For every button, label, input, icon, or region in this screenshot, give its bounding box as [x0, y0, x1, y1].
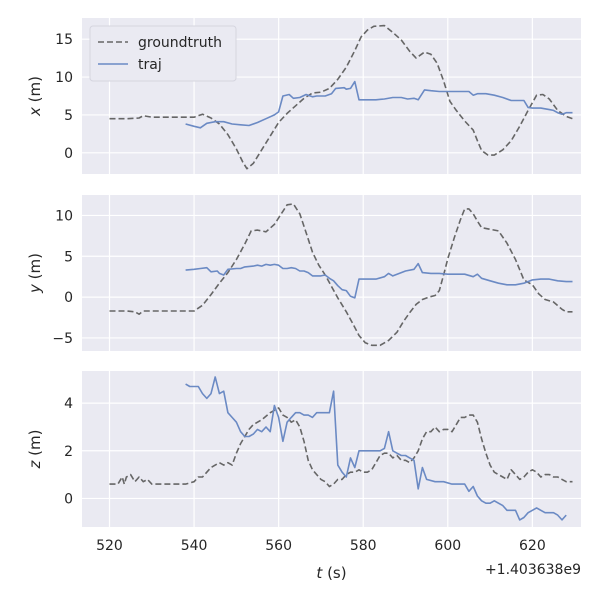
y-tick-label: 10 — [55, 70, 73, 86]
y-tick-label: 0 — [64, 290, 73, 306]
plot-area — [82, 371, 581, 527]
series-line-groundtruth — [109, 203, 573, 347]
y-tick-label: 15 — [55, 32, 73, 48]
y-tick-label: 2 — [64, 444, 73, 460]
series-line-groundtruth — [109, 24, 573, 170]
y-tick-label: 0 — [64, 491, 73, 507]
subplot-z: 0 2 4 520 540 560 580 600 620 t (s) +1.403638e9 z (… — [26, 371, 581, 582]
y-tick-label: −5 — [52, 331, 73, 347]
y-axis-label: z (m) — [26, 430, 44, 470]
x-tick-label: 540 — [181, 538, 208, 554]
x-tick-label: 580 — [350, 538, 377, 554]
subplot-y: −5 0 5 10 y (m) — [26, 195, 581, 351]
x-tick-label: 600 — [434, 538, 461, 554]
y-tick-label: 0 — [64, 146, 73, 162]
x-offset-label: +1.403638e9 — [485, 562, 581, 578]
y-tick-label: 5 — [64, 249, 73, 265]
x-tick-label: 520 — [96, 538, 123, 554]
series-line-traj — [185, 376, 567, 521]
series-line-groundtruth — [109, 407, 573, 488]
y-axis-label: y (m) — [26, 253, 44, 294]
legend-label-traj: traj — [138, 57, 162, 73]
y-tick-label: 10 — [55, 208, 73, 224]
series-line-traj — [185, 262, 573, 299]
x-tick-label: 560 — [265, 538, 292, 554]
legend-label-groundtruth: groundtruth — [138, 35, 222, 51]
legend: groundtruth traj — [89, 25, 237, 82]
series-line-traj — [185, 80, 573, 129]
plot-area — [82, 195, 581, 351]
x-axis-label: t (s) — [316, 564, 346, 582]
x-tick-label: 620 — [519, 538, 546, 554]
y-axis-label: x (m) — [26, 76, 44, 117]
y-tick-label: 4 — [64, 396, 73, 412]
legend-box — [89, 25, 237, 82]
y-tick-label: 5 — [64, 108, 73, 124]
